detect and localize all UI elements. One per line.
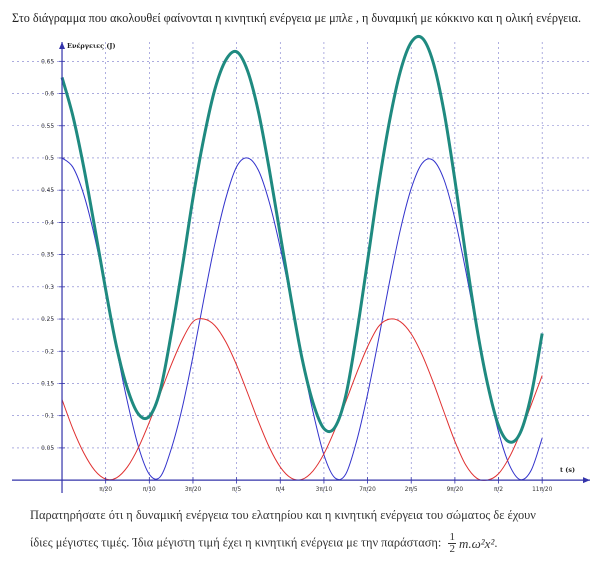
x-axis-arrow [583, 477, 590, 484]
y-axis-arrow [59, 42, 66, 49]
y-axis-label: Ενέργειες (J) [67, 42, 116, 50]
x-tick-label: 9π/20 [447, 487, 464, 493]
y-tick-label: 0.6 [45, 92, 55, 98]
x-tick-label: 3π/10 [316, 487, 333, 493]
x-tick-label: π/10 [143, 487, 156, 493]
y-tick-label: 0.1 [45, 414, 55, 420]
y-tick-label: 0.45 [41, 188, 54, 194]
intro-text: Στο διάγραμμα που ακολουθεί φαίνονται η … [12, 11, 581, 25]
y-tick-label: 0.25 [41, 317, 54, 323]
note-line-2: ίδιες μέγιστες τιμές. Ίδια μέγιστη τιμή … [30, 532, 590, 555]
x-tick-label: π/2 [494, 487, 503, 493]
total-energy-line [60, 34, 544, 444]
y-tick-label: 0.3 [45, 285, 55, 291]
y-tick-label: 0.35 [41, 253, 54, 259]
x-tick-label: 2π/5 [405, 487, 418, 493]
x-axis-label: t (s) [560, 466, 575, 474]
y-tick-label: 0.15 [41, 381, 54, 387]
axes-layer: 0.05 0.1 0.15 0.2 0.25 0.3 0.35 0.4 0.45 0.5 0.55 0… [12, 42, 590, 493]
formula-expression: m.ω²x² [458, 535, 495, 551]
x-tick-label: π/4 [276, 487, 285, 493]
note-line-1: Παρατηρήσατε ότι η δυναμική ενέργεια του… [30, 508, 536, 522]
x-tick-label: π/5 [232, 487, 241, 493]
formula-suffix: . [494, 536, 498, 551]
formula-numerator: 1 [448, 531, 456, 544]
potential-energy-line [61, 318, 543, 481]
grid-layer [12, 42, 590, 493]
formula: 1 2 m.ω²x² . [448, 532, 497, 555]
x-tick-label: π/20 [99, 487, 112, 493]
y-tick-label: 0.2 [45, 349, 55, 355]
x-tick-label: 7π/20 [359, 487, 376, 493]
x-tick-label: 3π/20 [185, 487, 202, 493]
y-tick-label: 0.55 [41, 124, 54, 130]
series-layer [60, 34, 544, 481]
note-line-2-text: ίδιες μέγιστες τιμές. Ίδια μέγιστη τιμή … [30, 535, 442, 550]
formula-denominator: 2 [449, 543, 455, 555]
y-tick-label: 0.5 [45, 156, 55, 162]
y-tick-label: 0.4 [45, 220, 55, 226]
y-tick-label: 0.05 [41, 446, 54, 452]
x-tick-label: 11π/20 [532, 487, 553, 493]
y-tick-label: 0.65 [41, 59, 54, 65]
formula-fraction: 1 2 [448, 532, 456, 555]
